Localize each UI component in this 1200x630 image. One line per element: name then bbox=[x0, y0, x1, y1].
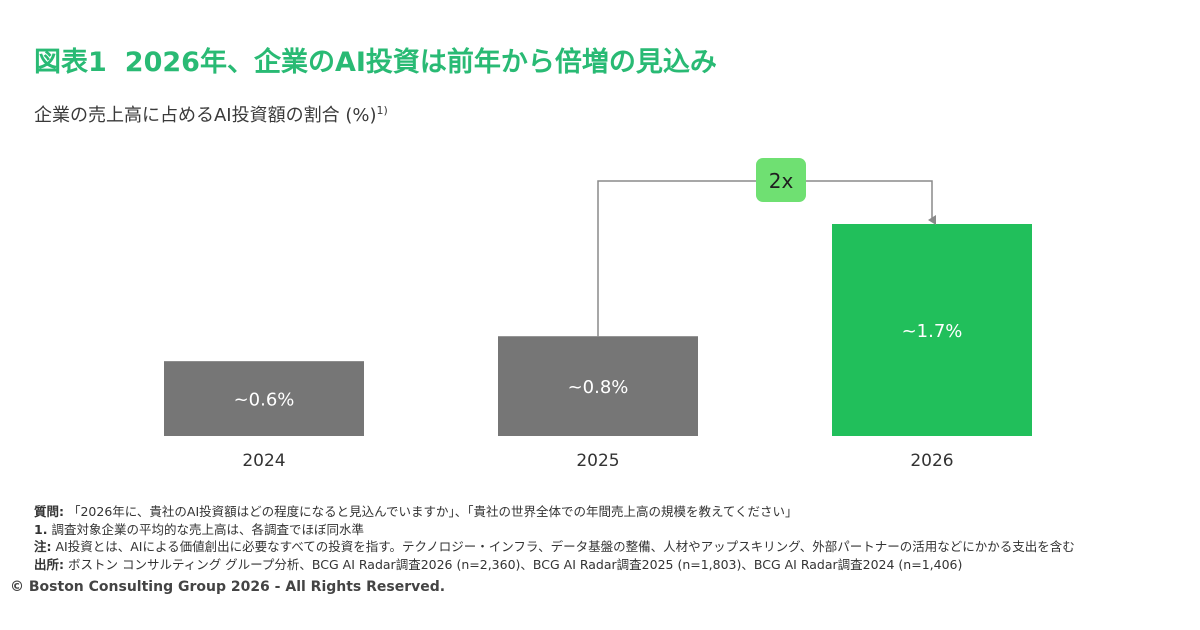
note1-label: 1. bbox=[34, 521, 48, 537]
copyright: © Boston Consulting Group 2026 - All Rig… bbox=[10, 579, 446, 595]
note-text: AI投資とは、AIによる価値創出に必要なすべての投資を指す。テクノロジー・インフ… bbox=[55, 539, 1075, 554]
page-title: 図表1 2026年、企業のAI投資は前年から倍増の見込み bbox=[34, 40, 717, 79]
subtitle-note-ref: 1) bbox=[376, 104, 388, 117]
question-text: 「2026年に、貴社のAI投資額はどの程度になると見込んでいますか」、「貴社の世… bbox=[67, 504, 798, 519]
x-tick-label-2024: 2024 bbox=[242, 451, 285, 471]
bar-chart: ~0.6% 2024 ~0.8% 2025 ~1.7% 2026 2x bbox=[164, 158, 1032, 471]
note-label: 注: bbox=[34, 539, 52, 554]
bar-2024 bbox=[164, 361, 364, 436]
figure-number: 図表1 bbox=[34, 47, 107, 78]
x-tick-label-2026: 2026 bbox=[910, 451, 953, 471]
data-label-2026: ~1.7% bbox=[902, 321, 963, 342]
chart-subtitle: 企業の売上高に占めるAI投資額の割合 (%)1) bbox=[34, 101, 388, 127]
subtitle-text: 企業の売上高に占めるAI投資額の割合 (%) bbox=[34, 105, 377, 126]
question-label: 質問: bbox=[34, 504, 64, 519]
source-text: ボストン コンサルティング グループ分析、BCG AI Radar調査2026 … bbox=[67, 556, 963, 572]
growth-badge bbox=[756, 158, 806, 202]
footnote-source: 出所: ボストン コンサルティング グループ分析、BCG AI Radar調査2… bbox=[34, 556, 1184, 574]
bars-layer: ~0.6% 2024 ~0.8% 2025 ~1.7% 2026 bbox=[164, 224, 1032, 471]
data-label-2025: ~0.8% bbox=[568, 377, 629, 398]
footnote-question: 質問: 「2026年に、貴社のAI投資額はどの程度になると見込んでいますか」、「… bbox=[34, 503, 1184, 521]
note1-text: 調査対象企業の平均的な売上高は、各調査でほぼ同水準 bbox=[51, 521, 364, 537]
footnotes: 質問: 「2026年に、貴社のAI投資額はどの程度になると見込んでいますか」、「… bbox=[34, 503, 1184, 573]
source-label: 出所: bbox=[34, 556, 64, 572]
footnote-note: 注: AI投資とは、AIによる価値創出に必要なすべての投資を指す。テクノロジー・… bbox=[34, 538, 1184, 556]
bar-2026 bbox=[832, 224, 1032, 436]
x-tick-label-2025: 2025 bbox=[576, 451, 619, 471]
bar-2025 bbox=[498, 336, 698, 436]
growth-badge-label: 2x bbox=[769, 169, 794, 193]
footnote-1: 1. 調査対象企業の平均的な売上高は、各調査でほぼ同水準 bbox=[34, 521, 1184, 539]
data-label-2024: ~0.6% bbox=[234, 390, 295, 411]
title-text: 2026年、企業のAI投資は前年から倍増の見込み bbox=[124, 47, 717, 78]
growth-annotation: 2x bbox=[597, 158, 936, 337]
